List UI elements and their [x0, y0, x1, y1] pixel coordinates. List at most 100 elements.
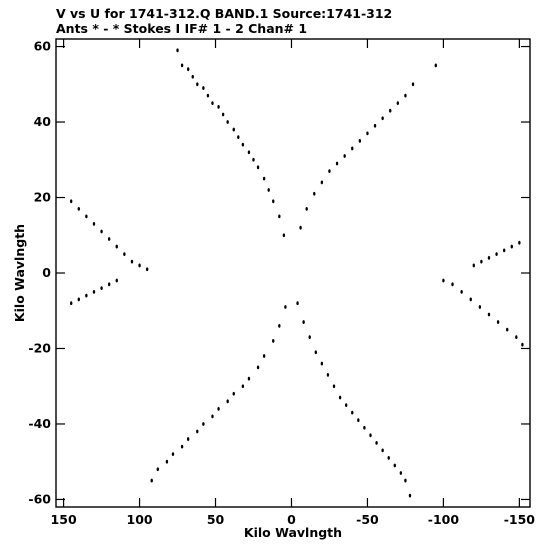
x-tick-label: 100 — [127, 512, 153, 527]
uv-point — [351, 146, 354, 151]
uv-point — [344, 403, 348, 407]
uv-point — [232, 127, 235, 132]
uv-point — [272, 339, 275, 343]
y-tick-label: 60 — [34, 39, 52, 54]
y-tick-label: -40 — [28, 416, 51, 431]
uv-point — [226, 399, 229, 404]
uv-point — [502, 248, 506, 253]
y-tick-label: 20 — [34, 190, 52, 205]
uv-point — [262, 176, 266, 181]
uv-point — [320, 361, 324, 366]
uv-point — [515, 335, 518, 340]
y-axis-label: Kilo Wavlngth — [12, 224, 27, 322]
uv-point — [381, 448, 384, 453]
data-points — [69, 48, 524, 498]
uv-point — [156, 467, 159, 472]
x-tick-label: 0 — [287, 512, 296, 527]
uv-point — [85, 293, 88, 298]
uv-point — [232, 391, 235, 396]
uv-point — [299, 225, 302, 230]
uv-point — [211, 101, 214, 106]
uv-point — [408, 493, 412, 498]
y-tick-label: -20 — [28, 340, 51, 355]
uv-point — [338, 395, 342, 400]
uv-point — [496, 320, 500, 324]
uv-point — [478, 305, 482, 309]
uv-point — [387, 456, 390, 460]
uv-point — [495, 252, 498, 257]
uv-point — [176, 48, 179, 53]
uv-point — [138, 263, 141, 268]
uv-point — [206, 93, 210, 98]
x-tick-label: -150 — [504, 512, 536, 527]
uv-point — [247, 150, 251, 155]
uv-point — [211, 414, 214, 419]
uv-point — [284, 305, 287, 309]
uv-point — [521, 342, 524, 347]
uv-point — [217, 406, 220, 411]
uv-point — [305, 206, 308, 211]
uv-point — [165, 459, 169, 464]
uv-point — [302, 320, 305, 324]
uv-point — [241, 384, 245, 389]
uv-point — [150, 478, 153, 483]
uv-point — [252, 157, 255, 162]
axis-tick-labels: 150 100 50 0 -50 -100 -150 60 40 20 0 -20 -40 -60 — [28, 39, 535, 527]
uv-point — [92, 289, 96, 294]
uv-point — [404, 93, 407, 98]
uv-point — [472, 263, 475, 268]
uv-point — [107, 237, 111, 241]
uv-point — [180, 63, 184, 68]
uv-point — [256, 165, 260, 170]
uv-point — [267, 188, 270, 192]
uv-point — [226, 120, 229, 124]
uv-point — [313, 191, 316, 196]
uv-point — [85, 214, 88, 219]
uv-point — [393, 463, 396, 468]
uv-point — [358, 139, 362, 143]
uv-point — [196, 82, 199, 87]
uv-point — [77, 297, 80, 302]
uv-point — [115, 244, 118, 249]
uv-point — [343, 154, 346, 158]
uv-point — [480, 259, 483, 264]
chart-subtitle: Ants * - * Stokes I IF# 1 - 2 Chan# 1 — [56, 21, 307, 36]
uv-point — [278, 214, 281, 219]
uv-point — [404, 478, 407, 483]
uv-point — [399, 471, 403, 475]
uv-point — [487, 312, 491, 317]
uv-point — [237, 135, 240, 140]
uv-point — [107, 282, 111, 287]
x-axis-label: Kilo Wavlngth — [244, 525, 342, 540]
uv-point — [332, 384, 336, 389]
uv-point — [451, 282, 454, 287]
uv-point — [442, 278, 445, 283]
uv-point — [278, 323, 281, 328]
uv-point — [191, 74, 194, 79]
uv-point — [282, 233, 286, 238]
y-tick-label: 0 — [42, 265, 51, 280]
uv-point — [69, 199, 73, 204]
y-tick-label: 40 — [34, 114, 52, 129]
uv-point — [363, 425, 366, 430]
uv-point — [217, 105, 220, 109]
uv-point — [241, 142, 245, 147]
x-tick-label: -50 — [356, 512, 379, 527]
uv-point — [115, 278, 118, 283]
uv-point — [328, 169, 331, 173]
uv-point — [92, 222, 96, 226]
uv-point — [262, 354, 266, 358]
uv-point — [487, 256, 491, 260]
x-tick-label: 50 — [207, 512, 225, 527]
uv-point — [123, 252, 126, 257]
uv-point — [202, 422, 205, 426]
uv-point — [510, 244, 513, 249]
uv-point — [272, 199, 275, 204]
uv-point — [320, 180, 324, 185]
uv-point — [351, 410, 354, 415]
uv-point — [434, 63, 438, 68]
uv-point — [77, 206, 80, 211]
uv-point — [326, 373, 330, 377]
uv-point — [69, 301, 73, 306]
